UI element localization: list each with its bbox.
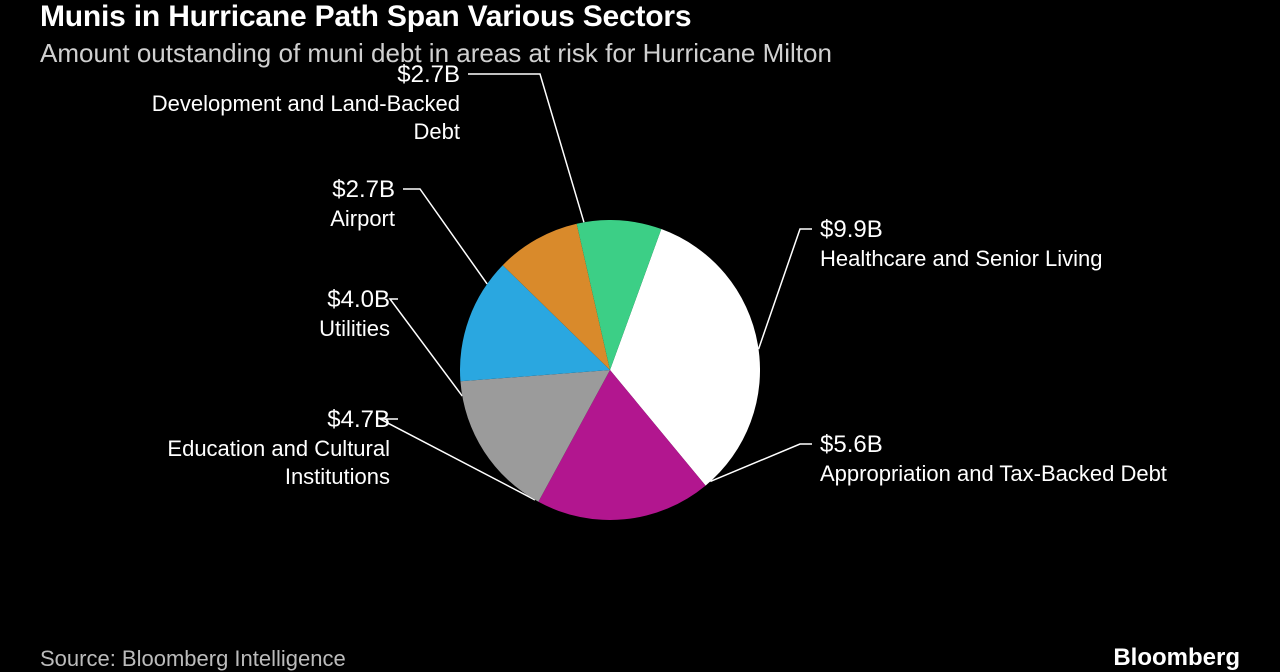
- pie-chart: [460, 220, 760, 520]
- pie-label-name: Healthcare and Senior Living: [820, 245, 1180, 273]
- pie-label-name: Development and Land-Backed Debt: [120, 90, 460, 145]
- pie-label-value: $2.7B: [295, 175, 395, 205]
- pie-label-name: Airport: [295, 205, 395, 233]
- source-text: Source: Bloomberg Intelligence: [40, 646, 346, 672]
- pie-label: $2.7BDevelopment and Land-Backed Debt: [120, 60, 460, 145]
- chart-area: $9.9BHealthcare and Senior Living $5.6BAp…: [0, 120, 1280, 600]
- leader-line: [390, 299, 462, 396]
- pie-label-value: $4.7B: [130, 405, 390, 435]
- pie-label-value: $5.6B: [820, 430, 1180, 460]
- pie-label-value: $2.7B: [120, 60, 460, 90]
- pie-label: $5.6BAppropriation and Tax-Backed Debt: [820, 430, 1180, 488]
- pie-label: $4.7BEducation and Cultural Institutions: [130, 405, 390, 490]
- pie-label-value: $4.0B: [230, 285, 390, 315]
- pie-label: $2.7BAirport: [295, 175, 395, 233]
- pie-label-name: Utilities: [230, 315, 390, 343]
- chart-title: Munis in Hurricane Path Span Various Sec…: [40, 0, 1240, 34]
- pie-label: $4.0BUtilities: [230, 285, 390, 343]
- pie-label: $9.9BHealthcare and Senior Living: [820, 215, 1180, 273]
- leader-line: [468, 74, 584, 222]
- pie-label-name: Appropriation and Tax-Backed Debt: [820, 460, 1180, 488]
- leader-line: [759, 229, 812, 349]
- pie-label-value: $9.9B: [820, 215, 1180, 245]
- chart-footer: Source: Bloomberg Intelligence Bloomberg: [40, 644, 1240, 672]
- pie-label-name: Education and Cultural Institutions: [130, 435, 390, 490]
- brand-logo: Bloomberg: [1113, 644, 1240, 672]
- chart-header: Munis in Hurricane Path Span Various Sec…: [40, 0, 1240, 69]
